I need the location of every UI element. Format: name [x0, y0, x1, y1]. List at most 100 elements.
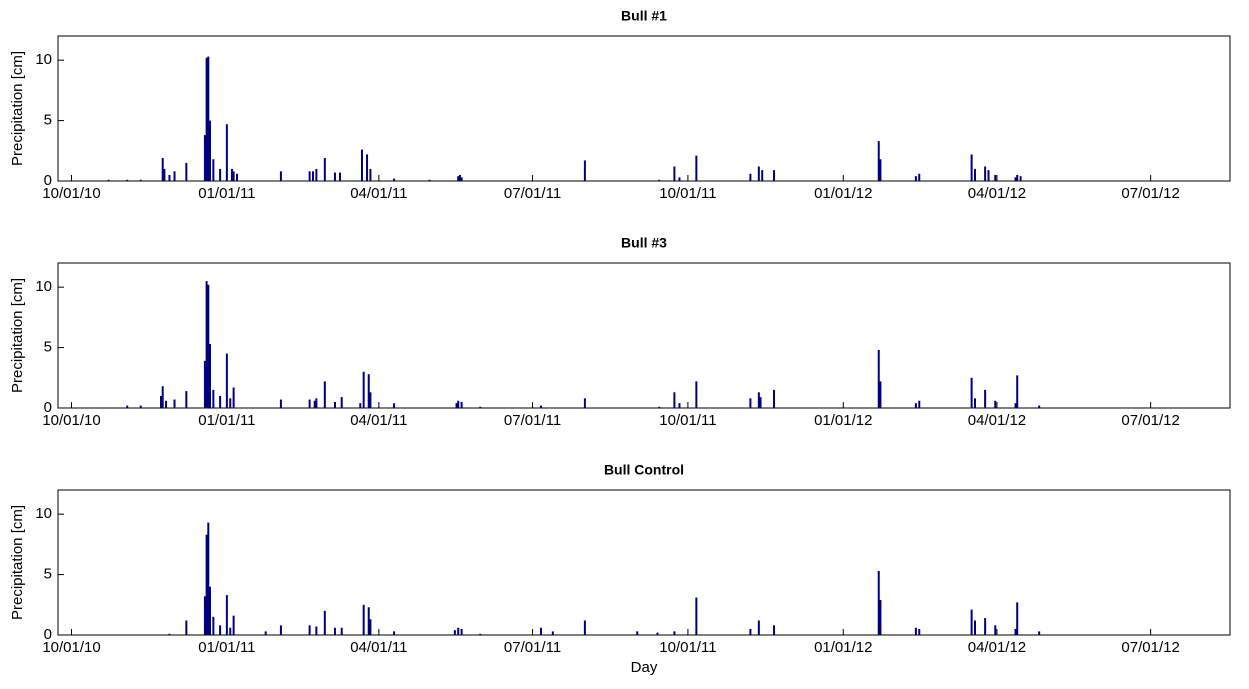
x-tick-label: 04/01/11 — [350, 185, 407, 202]
bar — [313, 400, 316, 408]
y-tick-label: 5 — [44, 339, 52, 356]
bar — [323, 158, 326, 181]
bar — [457, 400, 460, 408]
bar — [367, 374, 370, 408]
bar — [315, 626, 318, 635]
bar — [914, 403, 917, 408]
bar — [1038, 405, 1041, 408]
bar — [160, 395, 163, 408]
bar — [229, 627, 232, 635]
bar — [107, 179, 110, 181]
y-axis-label: Precipitation [cm] — [9, 505, 26, 620]
bar — [360, 149, 363, 181]
bar — [203, 596, 206, 635]
bar — [879, 159, 882, 181]
bar — [279, 399, 282, 408]
x-tick-label: 01/01/11 — [198, 185, 255, 202]
x-tick-label: 10/01/11 — [659, 639, 716, 656]
bar — [340, 627, 343, 635]
bar — [1016, 174, 1019, 181]
bar — [656, 632, 659, 635]
bar — [279, 625, 282, 635]
bar — [208, 586, 211, 635]
bar — [393, 631, 396, 635]
bar — [369, 392, 372, 408]
chart-title: Bull #1 — [621, 8, 667, 24]
bar — [673, 166, 676, 181]
x-tick-label: 04/01/11 — [350, 639, 407, 656]
bar — [308, 625, 311, 635]
bar — [761, 170, 764, 181]
bar — [460, 177, 463, 181]
x-tick-label: 07/01/12 — [1121, 185, 1179, 202]
bar — [207, 522, 210, 635]
chart-title: Bull Control — [604, 462, 684, 478]
bar — [185, 620, 188, 635]
bar — [308, 171, 311, 181]
bar — [877, 570, 880, 635]
y-tick-label: 0 — [44, 399, 52, 416]
bar — [970, 154, 973, 181]
bar — [749, 628, 752, 635]
bar — [208, 343, 211, 408]
bar — [205, 534, 208, 635]
y-axis-label: Precipitation [cm] — [9, 51, 26, 166]
bar — [695, 155, 698, 181]
bar — [673, 392, 676, 408]
bar — [879, 381, 882, 408]
bar — [359, 403, 362, 408]
x-tick-label: 04/01/12 — [968, 185, 1026, 202]
x-tick-label: 04/01/12 — [968, 412, 1026, 429]
bar — [161, 386, 164, 408]
x-axis-label: Day — [631, 659, 658, 676]
bar — [984, 389, 987, 408]
x-tick-label: 01/01/11 — [198, 412, 255, 429]
y-tick-label: 10 — [35, 505, 52, 522]
bar — [695, 597, 698, 635]
bar — [232, 171, 235, 181]
y-axis-label: Precipitation [cm] — [9, 278, 26, 393]
bar — [987, 170, 990, 181]
bar — [973, 398, 976, 408]
bar — [583, 398, 586, 408]
bar — [163, 168, 166, 181]
bar — [168, 633, 171, 635]
x-tick-label: 07/01/12 — [1121, 412, 1179, 429]
bar — [914, 176, 917, 181]
bar — [455, 403, 458, 408]
x-tick-label: 10/01/10 — [42, 185, 100, 202]
bar — [678, 403, 681, 408]
bar — [759, 397, 762, 408]
bar — [914, 627, 917, 635]
bar — [205, 57, 208, 181]
x-tick-label: 07/01/11 — [504, 185, 561, 202]
x-tick-label: 07/01/12 — [1121, 639, 1179, 656]
bar — [225, 124, 228, 181]
bar — [973, 620, 976, 635]
x-tick-label: 10/01/10 — [42, 639, 100, 656]
bar — [203, 360, 206, 408]
bar — [185, 391, 188, 408]
bar — [773, 625, 776, 635]
x-tick-label: 10/01/11 — [659, 412, 716, 429]
bar — [333, 401, 336, 408]
bar — [457, 627, 460, 635]
bar — [168, 174, 171, 181]
y-tick-label: 10 — [35, 51, 52, 68]
bar — [749, 398, 752, 408]
plot-area — [57, 262, 1231, 409]
bar — [460, 628, 463, 635]
bar — [315, 168, 318, 181]
x-tick-label: 10/01/11 — [659, 185, 716, 202]
bar — [208, 120, 211, 181]
bar — [757, 166, 760, 181]
y-tick-label: 0 — [44, 626, 52, 643]
bar — [230, 168, 233, 181]
bar — [695, 381, 698, 408]
plot-area — [57, 35, 1231, 182]
bar — [673, 631, 676, 635]
bar — [312, 171, 315, 181]
bar — [207, 56, 210, 181]
x-tick-label: 07/01/11 — [504, 639, 561, 656]
